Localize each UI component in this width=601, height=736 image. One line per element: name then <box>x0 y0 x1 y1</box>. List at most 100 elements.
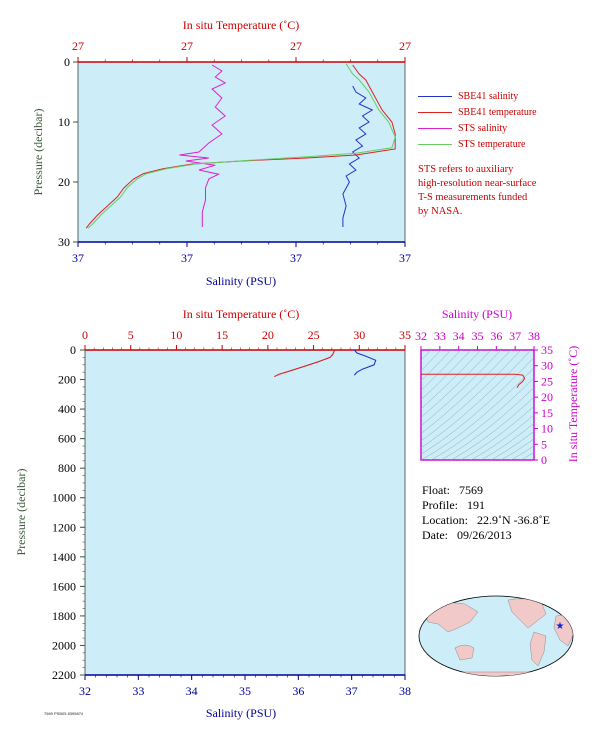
near-surface-y-tick-label: 10 <box>58 115 70 129</box>
full-depth-y-tick-label: 800 <box>58 461 76 475</box>
legend-label: SBE41 salinity <box>458 90 519 102</box>
ts-density-contour <box>421 350 442 372</box>
legend-swatch <box>418 111 452 113</box>
info-location-label: Location: <box>422 513 468 527</box>
legend-item-sbe41-salinity: SBE41 salinity <box>418 88 598 104</box>
ts-density-contour <box>421 350 452 382</box>
full-depth-y-tick-label: 600 <box>58 432 76 446</box>
map-land-south-america <box>529 631 547 667</box>
full-depth-bottom-tick-label: 32 <box>79 684 91 698</box>
legend-label: SBE41 temperature <box>458 106 537 118</box>
ts-density-contour <box>421 350 462 391</box>
full-depth-y-tick-label: 1200 <box>52 520 76 534</box>
near-surface-bottom-tick-label: 37 <box>72 251 84 265</box>
float-info: Float: 7569 Profile: 191 Location: 22.9˚… <box>422 483 597 543</box>
ts-density-contour <box>490 430 534 460</box>
note-line: high-resolution near-surface <box>418 178 537 189</box>
ts-right-tick-label: 5 <box>541 437 547 451</box>
ts-top-axis-label: Salinity (PSU) <box>442 307 512 321</box>
near-surface-series <box>85 63 396 229</box>
full-depth-top-tick-label: 25 <box>308 328 320 342</box>
note-line: STS refers to auxiliary <box>418 164 514 175</box>
float-location-star-icon: ★ <box>556 621 565 632</box>
full-depth-top-tick-label: 5 <box>128 328 134 342</box>
ts-top-tick-label: 36 <box>490 329 502 343</box>
legend: SBE41 salinity SBE41 temperature STS sal… <box>418 88 598 152</box>
ts-density-contour <box>421 350 522 442</box>
ts-density-contour <box>470 414 534 460</box>
full-depth-top-tick-label: 30 <box>353 328 365 342</box>
full-depth-y-tick-label: 2000 <box>52 638 76 652</box>
legend-swatch <box>418 143 452 145</box>
legend-item-sts-salinity: STS salinity <box>418 120 598 136</box>
ts-density-contour <box>480 422 534 460</box>
ts-density-contour <box>421 350 482 410</box>
info-profile-label: Profile: <box>422 498 458 512</box>
map-land-australia <box>454 644 475 661</box>
ts-density-contour <box>440 387 534 460</box>
near-surface-y-tick-label: 20 <box>58 175 70 189</box>
legend-item-sbe41-temperature: SBE41 temperature <box>418 104 598 120</box>
near-surface-top-tick-label: 27 <box>399 39 411 53</box>
ts-density-contour <box>450 396 534 460</box>
info-date: Date: 09/26/2013 <box>422 528 597 543</box>
info-date-label: Date: <box>422 528 448 542</box>
full-depth-bottom-tick-label: 35 <box>239 684 251 698</box>
ts-right-tick-label: 30 <box>541 359 553 373</box>
full-depth-bottom-axis-label: Salinity (PSU) <box>206 706 276 720</box>
ts-top-tick-label: 38 <box>528 329 540 343</box>
ts-right-tick-label: 35 <box>541 343 553 357</box>
info-location-value: 22.9˚N -36.8˚E <box>476 513 550 527</box>
note-line: by NASA. <box>418 206 463 217</box>
ts-right-tick-label: 15 <box>541 406 553 420</box>
near-surface-bottom-tick-label: 37 <box>181 251 193 265</box>
ts-density-contour <box>421 357 534 455</box>
near-surface-y-tick-label: 30 <box>58 235 70 249</box>
ts-density-contour <box>421 350 472 401</box>
ts-top-tick-label: 35 <box>472 329 484 343</box>
full-depth-top-tick-label: 15 <box>216 328 228 342</box>
full-depth-series-line <box>274 349 336 378</box>
ts-density-contour <box>421 350 532 449</box>
legend-swatch <box>418 95 452 97</box>
sts-note: STS refers to auxiliary high-resolution … <box>418 163 598 219</box>
full-depth-top-ticks: 0 5 10 15 20 25 30 35 <box>82 328 411 350</box>
near-surface-top-tick-label: 27 <box>72 39 84 53</box>
full-depth-top-tick-label: 0 <box>82 328 88 342</box>
legend-swatch <box>418 127 452 129</box>
full-depth-left-ticks: 0 200 400 600 800 1000 1200 1400 1600 1800 2000 220… <box>52 343 85 682</box>
near-surface-panel: 27 27 27 27 37 37 37 37 0 10 20 30 In situ Temper… <box>31 18 411 288</box>
world-map: ★ <box>418 595 574 677</box>
ts-density-contour <box>500 438 534 460</box>
full-depth-y-tick-label: 2200 <box>52 668 76 682</box>
ts-right-tick-label: 25 <box>541 374 553 388</box>
near-surface-series-line <box>342 85 374 227</box>
full-depth-series-line <box>353 349 377 376</box>
full-depth-panel: 0 5 10 15 20 25 30 35 32 33 34 35 36 37 38 0 200 400 600… <box>14 307 411 720</box>
near-surface-top-tick-label: 27 <box>290 39 302 53</box>
ts-density-contour <box>460 405 534 460</box>
ts-series-line <box>421 373 526 388</box>
ts-top-tick-label: 34 <box>453 329 465 343</box>
full-depth-bottom-tick-label: 36 <box>292 684 304 698</box>
near-surface-left-ticks: 0 10 20 30 <box>58 55 78 249</box>
info-profile: Profile: 191 <box>422 498 597 513</box>
near-surface-bottom-axis-label: Salinity (PSU) <box>206 274 276 288</box>
full-depth-y-tick-label: 1400 <box>52 550 76 564</box>
ts-top-tick-label: 32 <box>415 329 427 343</box>
ts-right-tick-label: 0 <box>541 453 547 467</box>
ts-density-contour <box>430 377 534 460</box>
info-profile-value: 191 <box>467 498 485 512</box>
full-depth-series <box>274 349 377 378</box>
near-surface-top-tick-label: 27 <box>181 39 193 53</box>
near-surface-bottom-tick-label: 37 <box>290 251 302 265</box>
ts-density-contour <box>421 367 534 460</box>
info-float: Float: 7569 <box>422 483 597 498</box>
near-surface-bottom-ticks: 37 37 37 37 <box>72 242 411 265</box>
legend-label: STS salinity <box>458 122 508 134</box>
near-surface-plot-area <box>77 61 406 243</box>
full-depth-y-tick-label: 1000 <box>52 491 76 505</box>
ts-right-tick-label: 10 <box>541 422 553 436</box>
full-depth-bottom-ticks: 32 33 34 35 36 37 38 <box>79 675 411 698</box>
